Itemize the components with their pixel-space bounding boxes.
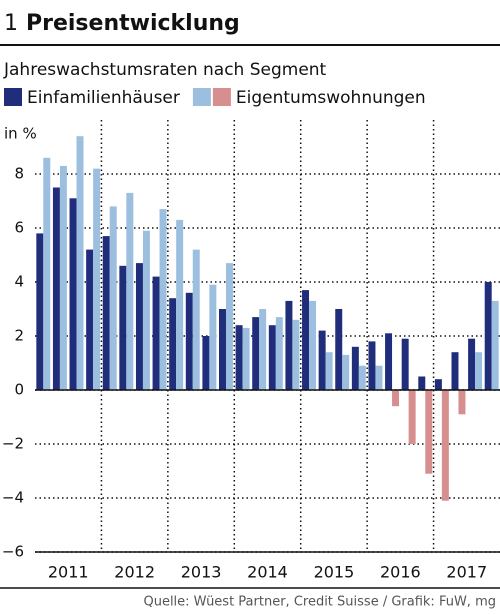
bar xyxy=(491,300,499,390)
y-tick-label: −6 xyxy=(2,543,24,561)
bar xyxy=(335,309,343,390)
bar xyxy=(434,379,442,390)
y-tick-label: 8 xyxy=(14,165,24,183)
y-tick-label: −4 xyxy=(2,489,24,507)
bar xyxy=(268,325,276,390)
bar xyxy=(202,336,210,390)
bar xyxy=(192,249,200,390)
bar xyxy=(36,233,44,390)
bar xyxy=(69,198,77,390)
bar xyxy=(375,365,383,390)
bar xyxy=(392,390,400,407)
source: Quelle: Wüest Partner, Credit Suisse / G… xyxy=(143,595,496,610)
bar xyxy=(468,338,476,390)
y-axis-label: in % xyxy=(4,125,37,143)
x-tick-label: 2016 xyxy=(380,563,421,582)
bar xyxy=(126,192,134,390)
bar xyxy=(418,376,426,390)
bar xyxy=(102,236,110,390)
bar xyxy=(325,352,333,390)
bar xyxy=(484,282,492,390)
bar xyxy=(342,354,350,390)
bar xyxy=(451,352,459,390)
bar xyxy=(425,390,433,474)
bar xyxy=(219,309,226,390)
bar xyxy=(185,292,193,390)
bar xyxy=(43,157,51,390)
x-tick-label: 2014 xyxy=(247,563,288,582)
legend-swatch xyxy=(192,88,211,106)
bar xyxy=(302,290,310,390)
bar xyxy=(358,365,366,390)
x-tick-label: 2012 xyxy=(114,563,155,582)
y-tick-label: −2 xyxy=(2,435,24,453)
bar xyxy=(441,390,449,501)
bar xyxy=(351,346,359,390)
bar xyxy=(318,330,326,390)
bar xyxy=(259,309,267,390)
bar xyxy=(242,327,250,390)
legend-swatch xyxy=(4,88,22,106)
bar xyxy=(475,352,483,390)
legend-swatch xyxy=(212,88,231,106)
bar xyxy=(86,249,94,390)
y-tick-label: 6 xyxy=(14,219,24,237)
bar xyxy=(135,263,143,390)
bar xyxy=(275,317,283,390)
chart-title: Preisentwicklung xyxy=(26,11,240,36)
bar xyxy=(176,219,184,390)
bar xyxy=(209,284,217,390)
bar xyxy=(76,136,84,390)
bar xyxy=(119,265,127,390)
y-tick-label: 2 xyxy=(14,327,24,345)
bar xyxy=(292,319,300,390)
bar xyxy=(159,209,167,390)
bar xyxy=(285,300,293,390)
bar xyxy=(225,263,233,390)
bar xyxy=(142,230,150,390)
x-tick-label: 2011 xyxy=(48,563,89,582)
bar xyxy=(59,165,67,390)
bar xyxy=(408,390,416,444)
bar xyxy=(235,325,243,390)
chart-number: 1 xyxy=(4,11,18,36)
x-tick-label: 2017 xyxy=(446,563,487,582)
bar xyxy=(169,298,177,390)
bar xyxy=(52,187,60,390)
bar xyxy=(401,338,409,390)
bar xyxy=(252,317,260,390)
legend-label: Eigentumswohnungen xyxy=(236,88,426,108)
y-tick-label: 4 xyxy=(14,273,24,291)
chart-subtitle: Jahreswachstumsraten nach Segment xyxy=(3,60,327,80)
bar xyxy=(152,276,160,390)
bar xyxy=(385,333,393,390)
bar xyxy=(93,168,101,390)
bar xyxy=(309,300,316,390)
bar xyxy=(458,390,466,415)
bar xyxy=(368,341,376,390)
x-tick-label: 2015 xyxy=(314,563,355,582)
legend-label: Einfamilienhäuser xyxy=(27,88,180,108)
x-tick-label: 2013 xyxy=(181,563,222,582)
y-tick-label: 0 xyxy=(14,381,24,399)
bar xyxy=(109,206,117,390)
